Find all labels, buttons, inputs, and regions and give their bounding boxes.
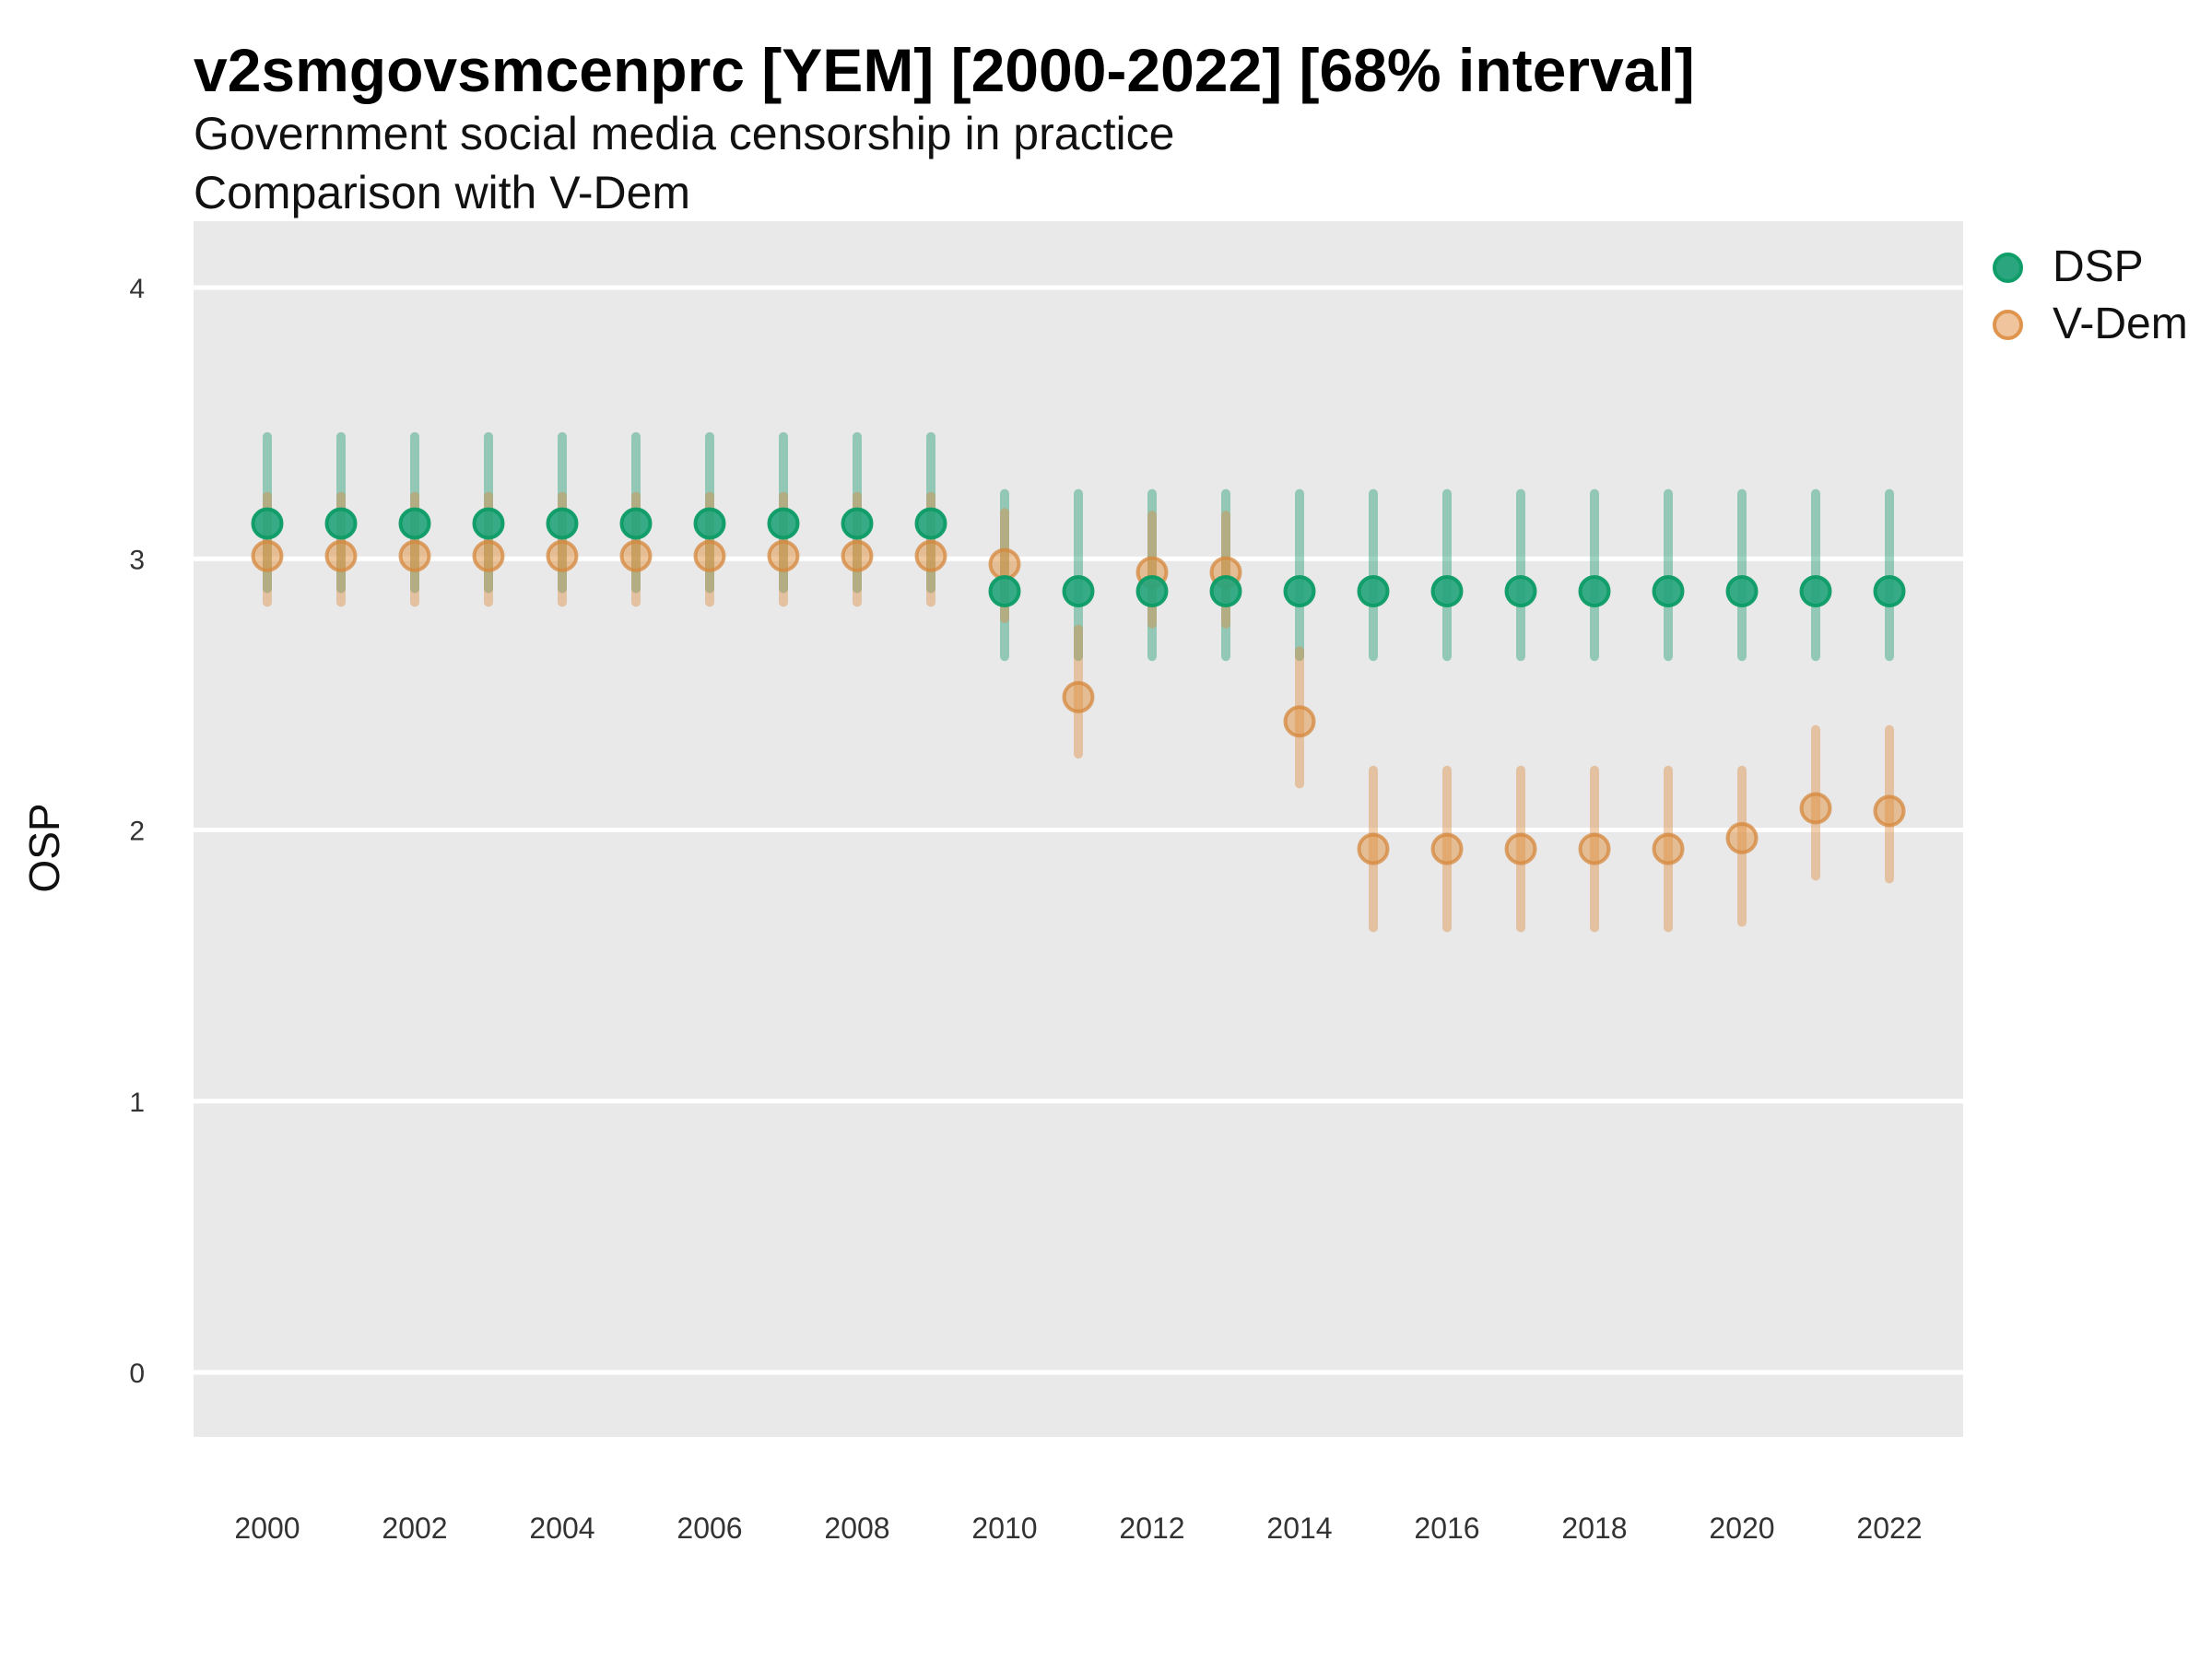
x-tick-label: 2014 — [1266, 1512, 1332, 1545]
x-tick-label: 2010 — [971, 1512, 1037, 1545]
dsp-point — [1357, 575, 1390, 608]
vdem-point — [1578, 832, 1611, 865]
y-tick-label: 0 — [129, 1359, 145, 1389]
vdem-point — [398, 539, 431, 572]
legend-label-vdem: V-Dem — [2053, 300, 2188, 348]
vdem-point — [1799, 792, 1832, 825]
dsp-point — [988, 575, 1021, 608]
y-tick-label: 2 — [129, 817, 145, 847]
dsp-point — [324, 507, 358, 540]
dsp-point — [1873, 575, 1906, 608]
x-tick-label: 2004 — [529, 1512, 594, 1545]
x-tick-label: 2000 — [234, 1512, 300, 1545]
vdem-point — [1357, 832, 1390, 865]
x-tick-label: 2018 — [1561, 1512, 1627, 1545]
dsp-point — [1578, 575, 1611, 608]
dsp-point — [398, 507, 431, 540]
vdem-point — [841, 539, 874, 572]
x-tick-label: 2002 — [382, 1512, 447, 1545]
vdem-point — [1725, 821, 1759, 854]
x-tick-label: 2016 — [1414, 1512, 1479, 1545]
vdem-point — [1283, 705, 1316, 738]
legend: DSP V-Dem — [1993, 245, 2188, 347]
legend-item-dsp: DSP — [1993, 245, 2188, 289]
vdem-point — [1652, 832, 1685, 865]
chart-subtitle-comparison: Comparison with V-Dem — [194, 167, 691, 218]
vdem-point — [767, 539, 800, 572]
dsp-point — [693, 507, 726, 540]
y-tick-label: 4 — [129, 274, 145, 304]
dsp-point — [841, 507, 874, 540]
legend-label-dsp: DSP — [2053, 242, 2144, 291]
vdem-point — [546, 539, 579, 572]
dsp-point — [914, 507, 947, 540]
x-tick-label: 2006 — [677, 1512, 742, 1545]
dsp-point — [1135, 575, 1169, 608]
vdem-point — [324, 539, 358, 572]
vdem-point — [1430, 832, 1464, 865]
dsp-legend-dot-icon — [1993, 252, 2023, 283]
dsp-point — [1799, 575, 1832, 608]
dsp-point — [546, 507, 579, 540]
x-tick-label: 2008 — [824, 1512, 889, 1545]
x-tick-label: 2022 — [1856, 1512, 1922, 1545]
y-tick-label: 3 — [129, 545, 145, 575]
dsp-point — [1209, 575, 1242, 608]
vdem-point — [619, 539, 653, 572]
dsp-point — [1725, 575, 1759, 608]
vdem-point — [1873, 794, 1906, 828]
chart-title: v2smgovsmcenprc [YEM] [2000-2022] [68% i… — [194, 36, 1695, 104]
vdem-point — [1504, 832, 1537, 865]
x-tick-label: 2020 — [1709, 1512, 1774, 1545]
dsp-point — [1652, 575, 1685, 608]
dsp-point — [619, 507, 653, 540]
legend-item-vdem: V-Dem — [1993, 302, 2188, 347]
dsp-point — [472, 507, 505, 540]
dsp-point — [1430, 575, 1464, 608]
vdem-point — [251, 539, 284, 572]
vdem-legend-dot-icon — [1993, 309, 2023, 340]
vdem-point — [914, 539, 947, 572]
vdem-point — [693, 539, 726, 572]
dsp-point — [767, 507, 800, 540]
x-tick-label: 2012 — [1119, 1512, 1184, 1545]
dsp-point — [1504, 575, 1537, 608]
dsp-point — [1062, 575, 1095, 608]
vdem-point — [1062, 680, 1095, 713]
dsp-point — [1283, 575, 1316, 608]
vdem-point — [472, 539, 505, 572]
vdem-point — [988, 547, 1021, 581]
y-tick-label: 1 — [129, 1088, 145, 1118]
chart-subtitle: Government social media censorship in pr… — [194, 108, 1175, 159]
dsp-point — [251, 507, 284, 540]
